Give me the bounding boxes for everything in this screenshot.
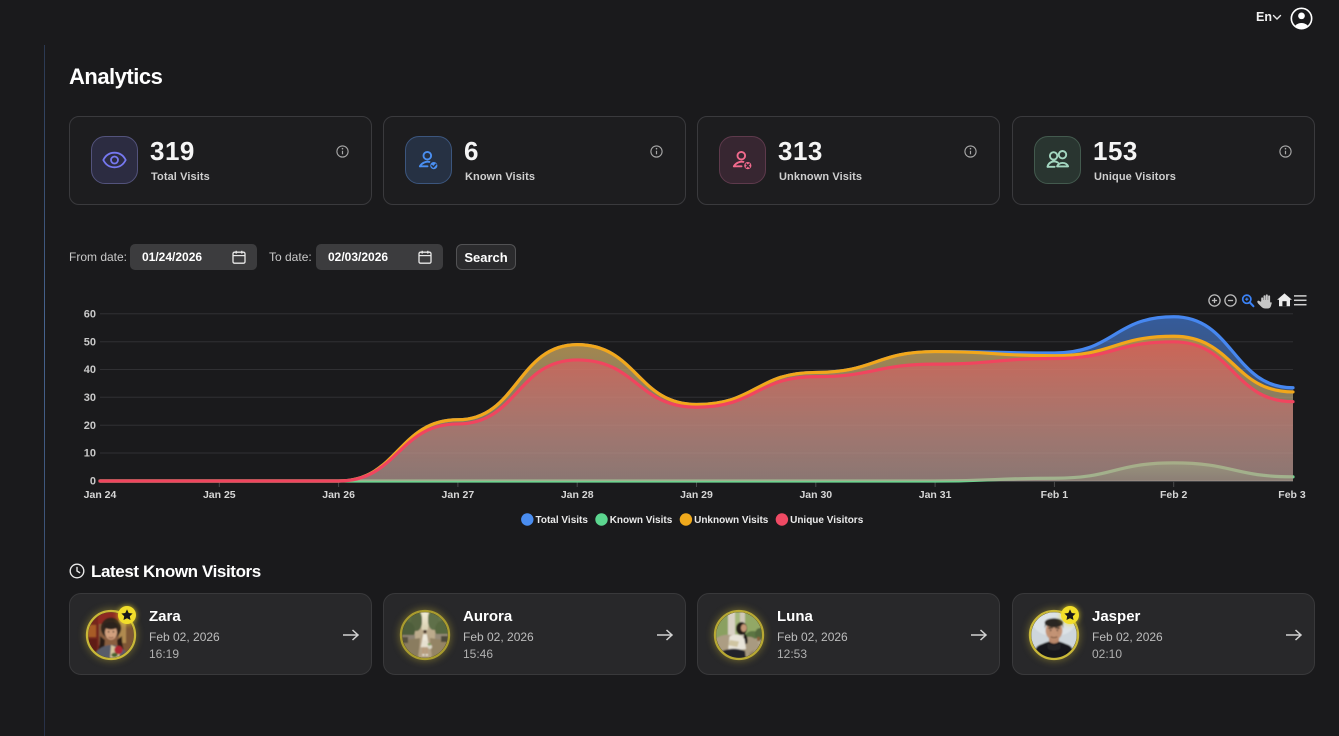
svg-text:Feb 2: Feb 2	[1160, 489, 1188, 501]
svg-text:10: 10	[84, 448, 96, 460]
svg-text:Jan 29: Jan 29	[680, 489, 713, 501]
svg-text:50: 50	[84, 336, 96, 348]
svg-text:Jan 28: Jan 28	[561, 489, 594, 501]
svg-text:Total Visits: Total Visits	[536, 515, 589, 526]
svg-text:Jan 27: Jan 27	[442, 489, 475, 501]
svg-text:Jan 30: Jan 30	[799, 489, 832, 501]
svg-text:Unique Visitors: Unique Visitors	[790, 515, 864, 526]
svg-text:Known Visits: Known Visits	[610, 515, 673, 526]
svg-text:20: 20	[84, 420, 96, 432]
svg-text:Unknown Visits: Unknown Visits	[694, 515, 769, 526]
svg-text:60: 60	[84, 309, 96, 321]
svg-text:Feb 3: Feb 3	[1278, 489, 1306, 501]
svg-text:Jan 25: Jan 25	[203, 489, 236, 501]
svg-text:Feb 1: Feb 1	[1041, 489, 1069, 501]
svg-text:0: 0	[90, 476, 96, 488]
svg-text:Jan 26: Jan 26	[322, 489, 355, 501]
svg-text:Jan 24: Jan 24	[84, 489, 117, 501]
svg-text:40: 40	[84, 364, 96, 376]
svg-text:30: 30	[84, 392, 96, 404]
svg-text:Jan 31: Jan 31	[919, 489, 952, 501]
